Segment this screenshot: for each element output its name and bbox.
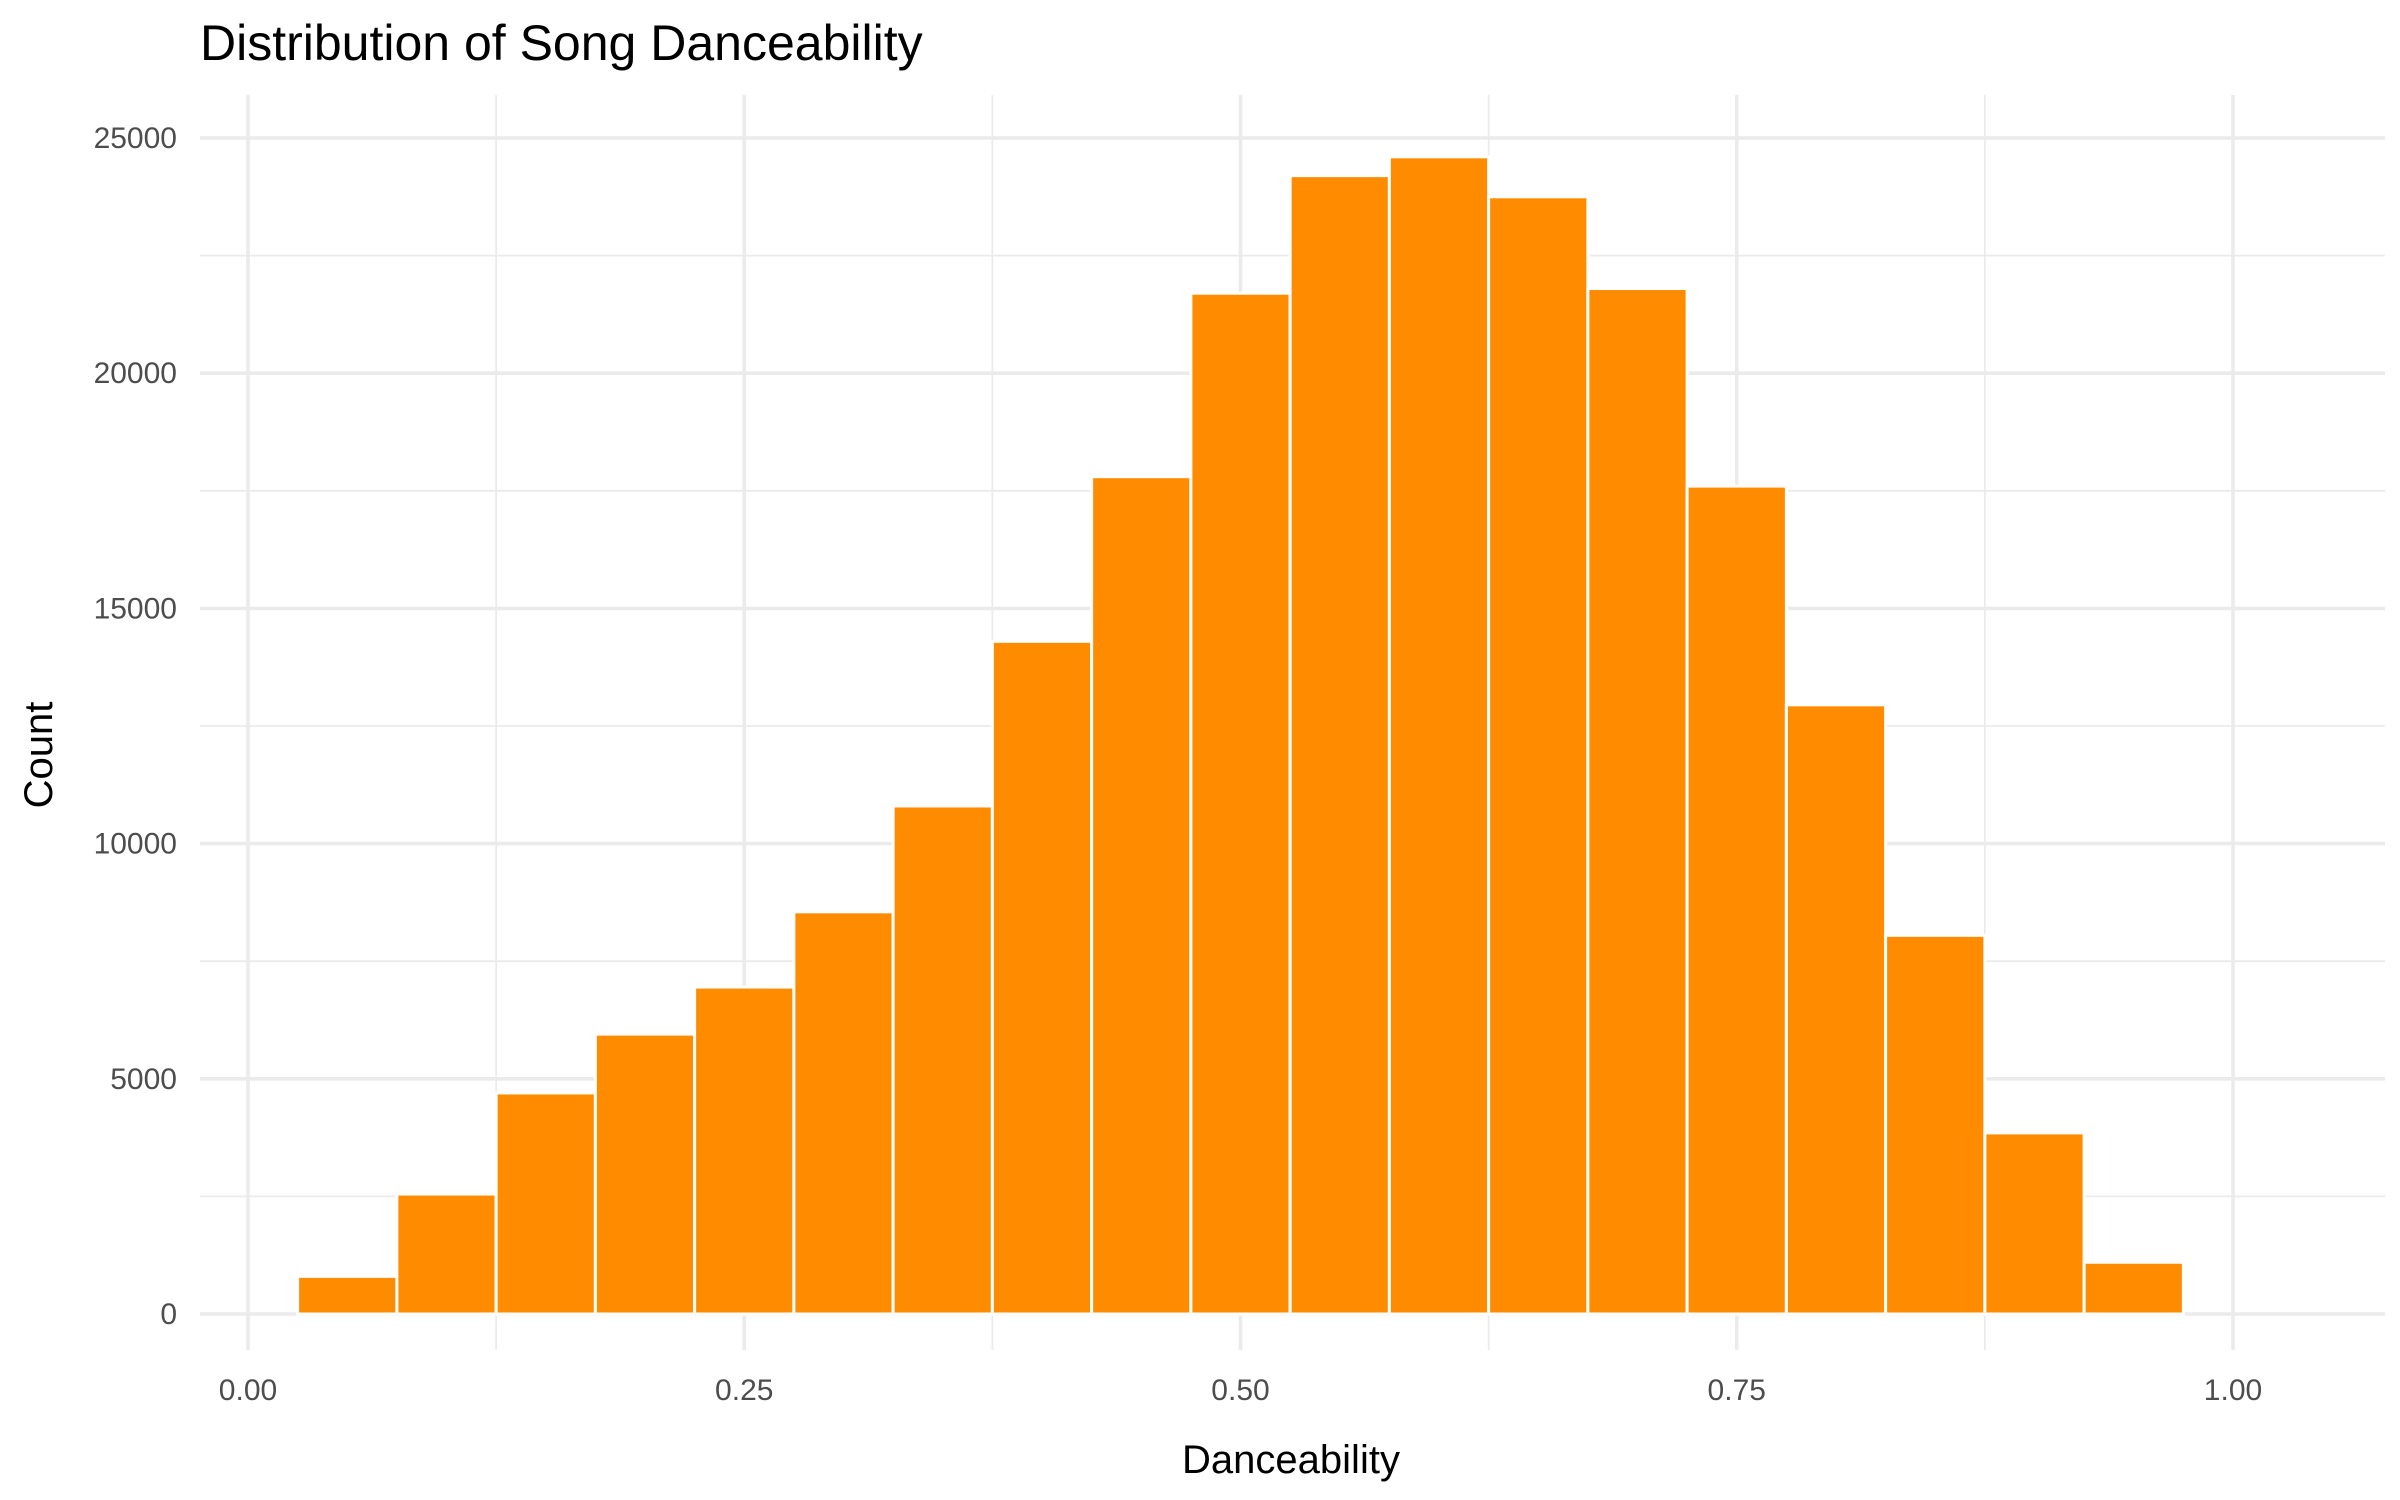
histogram-bar xyxy=(296,1274,399,1316)
histogram-bar xyxy=(2082,1260,2185,1316)
histogram-bar xyxy=(1685,484,1788,1316)
x-tick-label: 0.25 xyxy=(715,1374,773,1407)
y-axis-tick-labels: 0 5000 10000 15000 20000 25000 xyxy=(94,122,177,1331)
y-tick-label: 5000 xyxy=(110,1063,177,1096)
x-tick-label: 0.75 xyxy=(1708,1374,1766,1407)
histogram-bar xyxy=(395,1192,498,1316)
y-tick-label: 15000 xyxy=(94,592,177,625)
histogram-bar xyxy=(693,985,796,1316)
y-tick-label: 20000 xyxy=(94,357,177,390)
chart-title: Distribution of Song Danceability xyxy=(200,15,923,71)
histogram-bar xyxy=(990,639,1094,1316)
y-tick-label: 10000 xyxy=(94,828,177,861)
histogram-bar xyxy=(1288,174,1391,1316)
histogram-bar xyxy=(1387,155,1491,1316)
bars xyxy=(296,155,2185,1316)
x-tick-label: 0.00 xyxy=(219,1374,277,1407)
histogram-bar xyxy=(1586,287,1689,1316)
x-axis-tick-labels: 0.00 0.25 0.50 0.75 1.00 xyxy=(219,1374,2262,1407)
histogram-bar xyxy=(1090,475,1193,1316)
histogram-bar xyxy=(593,1032,697,1316)
y-axis-title: Count xyxy=(17,702,61,809)
x-axis-title: Danceability xyxy=(1182,1438,1400,1482)
histogram-bar xyxy=(1487,195,1590,1316)
histogram-bar xyxy=(1189,291,1292,1316)
y-tick-label: 0 xyxy=(160,1298,177,1331)
histogram-bar xyxy=(792,910,895,1316)
histogram-bar xyxy=(494,1091,597,1316)
histogram-bar xyxy=(1884,933,1987,1316)
histogram-bar xyxy=(1784,703,1888,1316)
y-tick-label: 25000 xyxy=(94,122,177,155)
histogram-bar xyxy=(1983,1131,2086,1316)
x-tick-label: 0.50 xyxy=(1211,1374,1269,1407)
histogram-bar xyxy=(891,804,994,1316)
x-tick-label: 1.00 xyxy=(2204,1374,2262,1407)
